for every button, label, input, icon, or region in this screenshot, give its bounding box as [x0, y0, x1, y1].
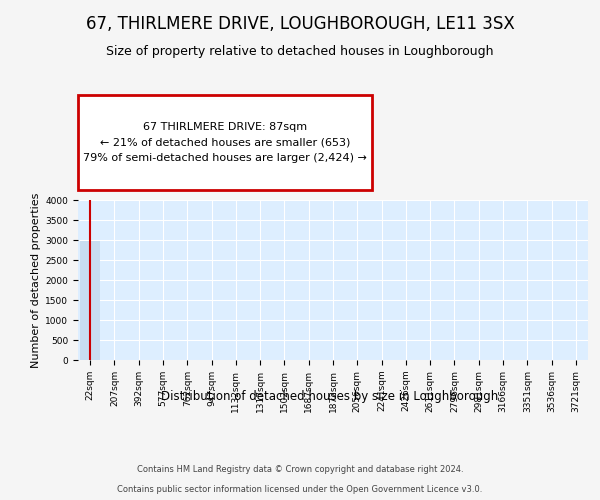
- Text: Distribution of detached houses by size in Loughborough: Distribution of detached houses by size …: [161, 390, 499, 403]
- Text: Contains public sector information licensed under the Open Government Licence v3: Contains public sector information licen…: [118, 485, 482, 494]
- Text: 67 THIRLMERE DRIVE: 87sqm
← 21% of detached houses are smaller (653)
79% of semi: 67 THIRLMERE DRIVE: 87sqm ← 21% of detac…: [83, 122, 367, 163]
- Text: 67, THIRLMERE DRIVE, LOUGHBOROUGH, LE11 3SX: 67, THIRLMERE DRIVE, LOUGHBOROUGH, LE11 …: [86, 15, 514, 33]
- Y-axis label: Number of detached properties: Number of detached properties: [31, 192, 41, 368]
- Text: Contains HM Land Registry data © Crown copyright and database right 2024.: Contains HM Land Registry data © Crown c…: [137, 465, 463, 474]
- Text: Size of property relative to detached houses in Loughborough: Size of property relative to detached ho…: [106, 45, 494, 58]
- Bar: [80, 241, 100, 360]
